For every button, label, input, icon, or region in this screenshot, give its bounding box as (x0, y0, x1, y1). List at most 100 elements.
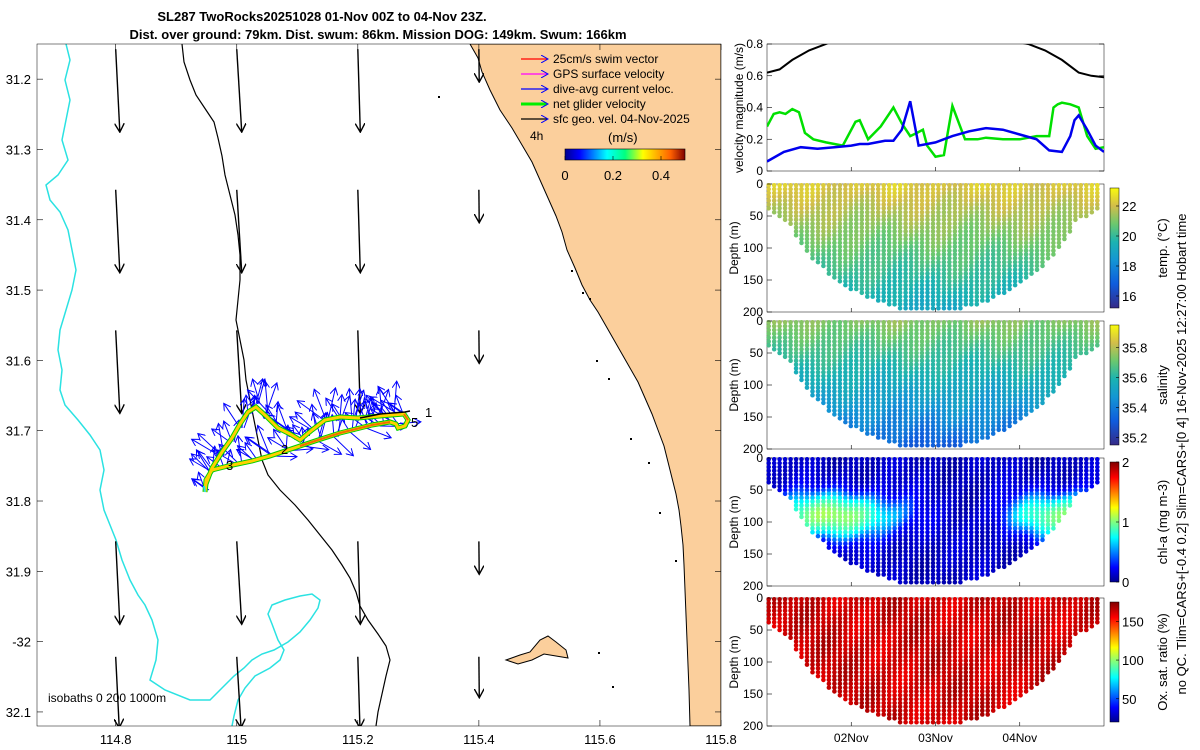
glider-track-end (203, 485, 206, 493)
rottnest-island (504, 635, 569, 665)
map-panel: 1 2 3 5 114.8 115 115.2 115.4 115.6 115.8 31.2… (6, 43, 737, 747)
cbar-tick-label: 100 (1122, 653, 1144, 668)
cbar-tick-label: 1 (1122, 515, 1129, 530)
current-vector (212, 430, 231, 443)
map-xtick-label: 115 (226, 732, 247, 747)
glider-track (203, 405, 410, 493)
depth-ytick-label: 50 (750, 346, 764, 360)
velocity-ylabel: velocity magnitude (m/s) (732, 43, 746, 173)
cbar-tick-label: 50 (1122, 692, 1136, 707)
depth-ytick-label: 50 (750, 623, 764, 637)
depth-ytick-label: 100 (743, 655, 763, 669)
current-vector (274, 430, 289, 452)
vel-ytick-label: 0.8 (746, 37, 763, 51)
depth-ytick-label: 200 (743, 442, 763, 456)
map-xtick-label: 115.4 (463, 732, 495, 747)
depth-ytick-label: 50 (750, 209, 764, 223)
current-vector (298, 401, 325, 421)
depth-colorbar (1109, 601, 1120, 723)
sfc-velocity-arrow (358, 656, 360, 726)
legend-label: net glider velocity (553, 97, 646, 111)
waypoint-3: 3 (226, 458, 233, 473)
cbar-tick-label: 18 (1122, 259, 1136, 274)
depth-panel-dots (766, 597, 1100, 725)
depth-panel-oxygen: 0 50 100 150 200 Depth (m) 50 100 150 Ox. sat. ra… (727, 591, 1170, 733)
cbar-tick-label: 35.8 (1122, 341, 1147, 356)
map-ytick-label: 31.6 (6, 353, 31, 368)
depth-ytick-label: 150 (743, 410, 763, 424)
depth-ylabel: Depth (m) (727, 358, 741, 411)
sfc-velocity-arrow (237, 656, 241, 726)
depth-panel-salinity: 0 50 100 150 200 Depth (m) 35.2 35.4 35.6 35.8 sal… (727, 314, 1170, 456)
depth-panel-dots (766, 457, 1100, 585)
current-vector (381, 401, 399, 425)
depth-panel-dots (766, 320, 1100, 448)
map-cbar-tick-label: 0 (561, 168, 568, 183)
current-vector (349, 431, 370, 449)
depth-ytick-label: 0 (756, 451, 763, 465)
figure-title-line2: Dist. over ground: 79km. Dist. swum: 86k… (129, 27, 626, 42)
sfc-velocity-arrow (358, 541, 360, 623)
land-mass (469, 44, 721, 726)
isobath-200m (181, 44, 391, 726)
map-ytick-label: 31.5 (6, 283, 31, 298)
vel-ytick-label: 0.2 (746, 132, 763, 146)
cbar-label: temp. (°C) (1155, 218, 1170, 277)
depth-ytick-label: 200 (743, 719, 763, 733)
sfc-velocity-arrow (116, 656, 120, 726)
legend-label: GPS surface velocity (553, 67, 664, 81)
side-note: no QC. Tlim=CARS+[-0.4 0.2] Slim=CARS+[0… (1174, 214, 1189, 695)
depth-panel-chlorophyll: 0 50 100 150 200 Depth (m) 0 1 2 chl-a (mg m-3) (727, 451, 1170, 593)
sfc-velocity-arrow (116, 330, 120, 412)
depth-ytick-label: 150 (743, 273, 763, 287)
map-colorbar-label: (m/s) (608, 130, 638, 145)
cbar-label: chl-a (mg m-3) (1155, 480, 1170, 565)
glider-track-black (359, 410, 411, 419)
map-axis-ticks: 114.8 115 115.2 115.4 115.6 115.8 31.2 31.3 31.4… (6, 44, 737, 747)
cbar-tick-label: 2 (1122, 455, 1129, 470)
cbar-tick-label: 0 (1122, 575, 1129, 590)
map-ytick-label: 31.7 (6, 424, 31, 439)
isobath-legend: isobaths 0 200 1000m (48, 691, 166, 705)
depth-ytick-label: 200 (743, 579, 763, 593)
sfc-velocity-arrows (116, 49, 480, 726)
depth-colorbar (1109, 187, 1120, 309)
cbar-label: Ox. sat. ratio (%) (1155, 613, 1170, 711)
cbar-label: salinity (1155, 365, 1170, 405)
isobath-1000m (45, 44, 321, 726)
map-ytick-label: -32 (12, 635, 31, 650)
current-vector (341, 397, 349, 418)
current-vector (197, 451, 211, 473)
depth-ytick-label: 150 (743, 687, 763, 701)
time-axis-ticks: 02Nov 03Nov 04Nov (834, 731, 1037, 745)
current-vector (340, 396, 342, 418)
current-vector (248, 438, 275, 457)
current-vector (333, 436, 353, 455)
depth-ytick-label: 50 (750, 483, 764, 497)
figure-title-line1: SL287 TwoRocks20251028 01-Nov 00Z to 04-… (157, 9, 486, 24)
velocity-panel: 0 0.2 0.4 0.6 0.8 velocity magnitude (m/s) (732, 37, 1105, 178)
map-ytick-label: 31.3 (6, 142, 31, 157)
current-vector (365, 427, 390, 437)
depth-panel-temperature: 0 50 100 150 200 Depth (m) 16 18 20 22 temp. (°C) (727, 177, 1170, 319)
cbar-tick-label: 20 (1122, 229, 1136, 244)
sfc-velocity-arrow (236, 541, 242, 623)
time-tick-label: 04Nov (1002, 731, 1037, 745)
depth-ylabel: Depth (m) (727, 495, 741, 548)
map-ytick-label: 31.9 (6, 564, 31, 579)
map-cbar-tick-label: 0.4 (652, 168, 670, 183)
depth-ytick-label: 0 (756, 314, 763, 328)
vel-ytick-label: 0.6 (746, 69, 763, 83)
sfc-velocity-arrow (116, 49, 120, 131)
small-islands (438, 96, 677, 688)
depth-ytick-label: 100 (743, 241, 763, 255)
current-vector (296, 413, 315, 431)
depth-ytick-label: 0 (756, 177, 763, 191)
time-tick-label: 02Nov (834, 731, 869, 745)
velocity-series-green (767, 101, 1104, 159)
depth-panel-dots (766, 183, 1100, 311)
cbar-tick-label: 35.4 (1122, 401, 1147, 416)
